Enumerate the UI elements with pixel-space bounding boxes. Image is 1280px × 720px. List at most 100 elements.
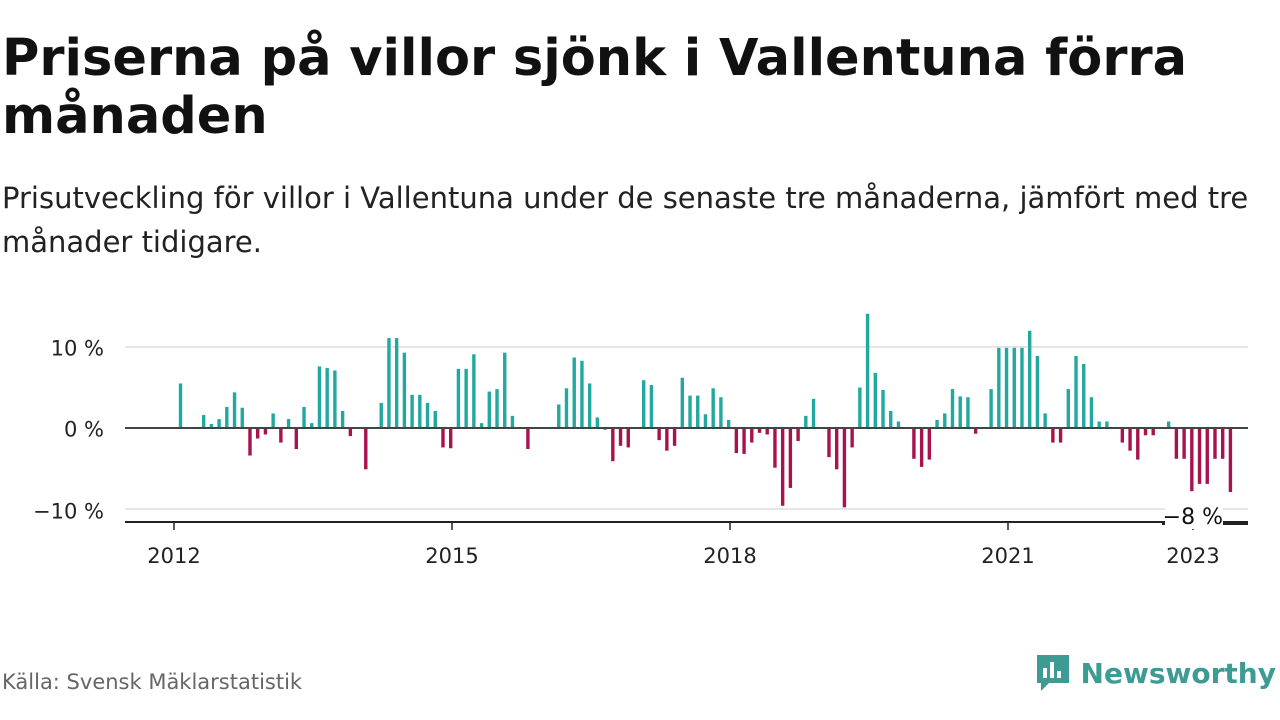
bar-positive <box>958 396 962 428</box>
bar-positive <box>804 415 808 428</box>
bar-negative <box>1058 428 1063 443</box>
bar-positive <box>935 419 939 428</box>
newsworthy-logo-icon <box>1036 655 1069 691</box>
x-tick-label: 2015 <box>425 544 478 568</box>
bar-negative <box>1190 428 1194 492</box>
bar-negative <box>850 428 854 448</box>
bar-positive <box>696 395 700 428</box>
last-value-label: −8 % <box>1163 505 1223 530</box>
bar-positive <box>564 388 569 428</box>
y-tick-label: −10 % <box>33 500 104 524</box>
bar-negative <box>1136 428 1140 460</box>
bars <box>178 313 1233 508</box>
bar-negative <box>842 428 847 508</box>
bar-positive <box>865 313 870 428</box>
bar-positive <box>587 383 592 428</box>
bar-positive <box>387 338 391 428</box>
bar-positive <box>580 360 584 428</box>
bar-positive <box>896 421 901 428</box>
bar-negative <box>912 428 916 459</box>
bar-positive <box>873 372 877 428</box>
bar-positive <box>510 415 515 428</box>
bar-negative <box>279 428 283 443</box>
bar-positive <box>472 354 476 428</box>
bar-negative <box>742 428 746 454</box>
bar-positive <box>1012 347 1016 428</box>
brand-logo: Newsworthy <box>1035 650 1276 696</box>
bar-positive <box>1035 355 1040 428</box>
bar-positive <box>402 352 407 428</box>
x-axis-ticks: 2012 2015 2018 2021 2023 <box>147 522 1220 568</box>
bar-positive <box>711 388 715 428</box>
y-tick-label: 0 % <box>64 418 104 442</box>
bar-positive <box>464 368 468 428</box>
bar-positive <box>317 366 322 428</box>
bar-positive <box>456 368 461 428</box>
bar-positive <box>649 385 654 428</box>
bar-positive <box>225 406 229 428</box>
x-tick-label: 2021 <box>981 544 1034 568</box>
bar-chart: 10 % 0 % −10 % 2012 2015 2018 2021 2023 … <box>33 313 1248 568</box>
bar-positive <box>1020 347 1024 428</box>
bar-positive <box>889 410 893 428</box>
bar-positive <box>286 419 291 428</box>
bar-negative <box>1128 428 1132 451</box>
bar-negative <box>773 428 777 468</box>
bar-negative <box>263 428 268 435</box>
bar-positive <box>595 417 600 428</box>
bar-positive <box>325 368 329 428</box>
x-tick-label: 2023 <box>1166 544 1219 568</box>
bar-negative <box>927 428 932 460</box>
bar-positive <box>418 394 422 428</box>
bar-positive <box>340 410 345 428</box>
bar-negative <box>780 428 785 506</box>
bar-positive <box>425 402 430 428</box>
bar-positive <box>703 414 708 428</box>
bar-negative <box>1197 428 1202 484</box>
bar-positive <box>232 392 237 428</box>
bar-positive <box>688 395 692 428</box>
bar-negative <box>1174 428 1179 459</box>
bar-negative <box>788 428 793 488</box>
bar-positive <box>1105 421 1109 428</box>
bar-negative <box>835 428 839 470</box>
bar-negative <box>611 428 615 462</box>
bar-positive <box>1028 330 1032 428</box>
bar-negative <box>294 428 298 450</box>
bar-negative <box>526 428 530 450</box>
bar-positive <box>572 357 576 428</box>
bar-negative <box>973 428 978 434</box>
bar-positive <box>487 391 491 428</box>
bar-negative <box>364 428 368 470</box>
x-tick-label: 2012 <box>147 544 200 568</box>
bar-negative <box>256 428 260 439</box>
last-value-callout: −8 % <box>1162 503 1248 530</box>
bar-positive <box>997 347 1001 428</box>
bar-positive <box>811 398 816 428</box>
last-value-label-bg <box>1165 503 1223 529</box>
bar-positive <box>680 377 684 428</box>
bar-positive <box>495 389 499 428</box>
bar-negative <box>1221 428 1225 459</box>
bar-negative <box>1051 428 1055 443</box>
bar-negative <box>757 428 762 433</box>
bar-positive <box>943 413 947 428</box>
bar-negative <box>765 428 769 435</box>
bar-positive <box>410 394 414 428</box>
bar-positive <box>1166 421 1171 428</box>
bar-negative <box>672 428 677 446</box>
bar-negative <box>750 428 754 443</box>
bar-positive <box>394 338 399 428</box>
bar-positive <box>1089 397 1094 428</box>
bar-positive <box>1082 364 1086 428</box>
bar-positive <box>989 389 993 428</box>
bar-negative <box>1228 428 1233 492</box>
bar-positive <box>271 413 275 428</box>
bar-positive <box>1043 413 1047 428</box>
bar-positive <box>726 419 731 428</box>
bar-positive <box>433 410 437 428</box>
bar-positive <box>302 406 306 428</box>
bar-negative <box>1143 428 1148 436</box>
bar-positive <box>1066 389 1070 428</box>
bar-positive <box>1097 421 1101 428</box>
